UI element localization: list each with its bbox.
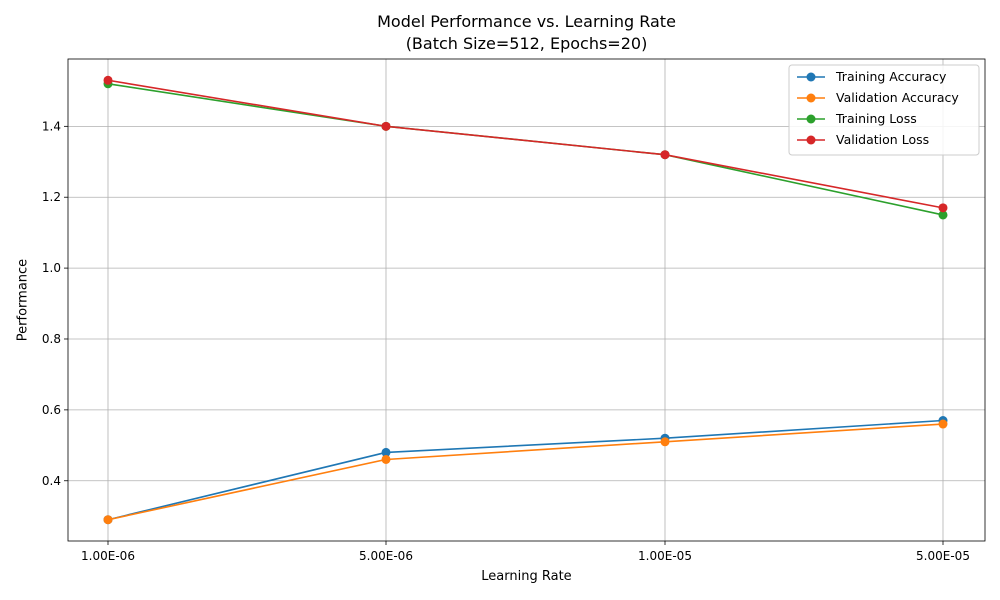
legend-label: Training Accuracy (835, 69, 947, 84)
chart-subtitle: (Batch Size=512, Epochs=20) (405, 34, 648, 53)
data-point (381, 454, 391, 464)
legend-marker (806, 135, 816, 145)
y-tick-label: 1.4 (42, 119, 61, 133)
legend-label: Validation Loss (836, 132, 929, 147)
series-line (107, 423, 944, 521)
data-point (938, 419, 948, 429)
data-point (103, 75, 113, 85)
y-tick-label: 0.8 (42, 332, 61, 346)
x-axis-label: Learning Rate (481, 569, 572, 584)
data-point (660, 150, 670, 160)
x-tick-label: 5.00E-05 (916, 549, 970, 563)
y-tick-label: 1.0 (42, 261, 61, 275)
data-point (381, 121, 391, 131)
y-tick-label: 1.2 (42, 190, 61, 204)
legend-box (788, 64, 980, 156)
legend-label: Training Loss (835, 111, 917, 126)
legend-marker (806, 114, 816, 124)
legend-marker (806, 93, 816, 103)
x-tick-label: 5.00E-06 (359, 549, 413, 563)
legend-label: Validation Accuracy (836, 90, 959, 105)
x-tick-label: 1.00E-05 (638, 549, 692, 563)
chart-title: Model Performance vs. Learning Rate (377, 12, 676, 31)
data-point (103, 515, 113, 525)
data-point (938, 203, 948, 213)
legend-marker (806, 72, 816, 82)
y-tick-label: 0.4 (42, 474, 61, 488)
y-axis-label: Performance (15, 258, 31, 342)
x-tick-label: 1.00E-06 (81, 549, 135, 563)
data-point (938, 210, 948, 220)
plot-frame (67, 58, 986, 542)
data-point (660, 437, 670, 447)
series-line (107, 79, 944, 209)
series-line (107, 419, 944, 521)
y-tick-label: 0.6 (42, 403, 61, 417)
data-point (381, 447, 391, 457)
